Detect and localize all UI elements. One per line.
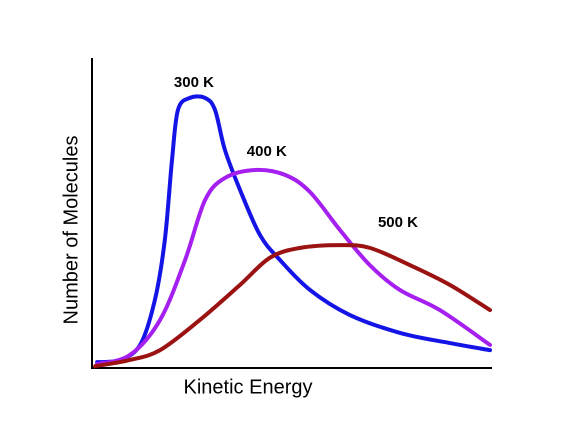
series-label: 300 K: [174, 74, 214, 91]
series-label: 400 K: [247, 143, 287, 160]
series-label: 500 K: [378, 214, 418, 231]
line: [95, 94, 492, 365]
line: [95, 167, 492, 366]
line: [93, 243, 492, 369]
x-axis-label: Kinetic Energy: [184, 376, 313, 398]
y-axis-label: Number of Molecules: [60, 136, 82, 325]
